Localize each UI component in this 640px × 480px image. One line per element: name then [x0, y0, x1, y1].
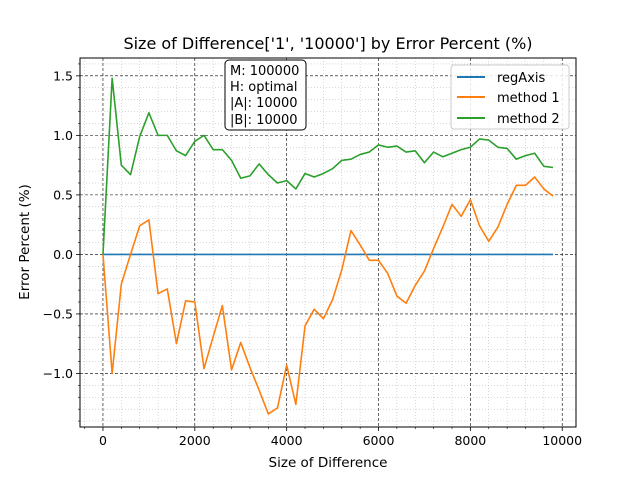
y-tick-label: 1.0: [53, 128, 73, 143]
y-tick-label: −0.5: [43, 306, 73, 321]
series-lines: [102, 77, 554, 415]
annotation-box: M: 100000 H: optimal |A|: 10000 |B|: 100…: [224, 59, 307, 131]
y-tick-label: 0.5: [53, 187, 73, 202]
y-tick-label: 0.0: [53, 247, 73, 262]
y-axis-label: Error Percent (%): [17, 184, 33, 300]
annotation-frame: [224, 59, 307, 131]
legend-frame: [450, 64, 570, 130]
legend-label-method-1: method 1: [497, 91, 560, 106]
x-axis-label: Size of Difference: [269, 455, 388, 471]
legend-label-method-2: method 2: [497, 112, 560, 127]
chart-title: Size of Difference['1', '10000'] by Erro…: [123, 34, 532, 53]
axis-ticks: 0 2000 4000 6000 8000 10000 −1.0 −0.5 0.0 0.5 1.0 1…: [43, 63, 582, 448]
legend: regAxis method 1 method 2: [450, 64, 570, 130]
annotation-line-b: |B|: 10000: [230, 113, 298, 128]
annotation-line-a: |A|: 10000: [230, 96, 298, 111]
x-tick-label: 8000: [454, 433, 486, 448]
annotation-line-h: H: optimal: [230, 80, 297, 95]
annotation-line-m: M: 100000: [230, 64, 299, 79]
y-tick-label: 1.5: [53, 68, 73, 83]
series-line-method-1: [102, 176, 554, 415]
series-line-method-2: [102, 77, 554, 255]
legend-label-regaxis: regAxis: [497, 71, 546, 86]
x-tick-label: 6000: [363, 433, 395, 448]
y-tick-label: −1.0: [43, 366, 73, 381]
x-tick-label: 0: [99, 433, 107, 448]
x-tick-label: 10000: [542, 433, 582, 448]
x-tick-label: 2000: [179, 433, 211, 448]
x-tick-label: 4000: [271, 433, 303, 448]
